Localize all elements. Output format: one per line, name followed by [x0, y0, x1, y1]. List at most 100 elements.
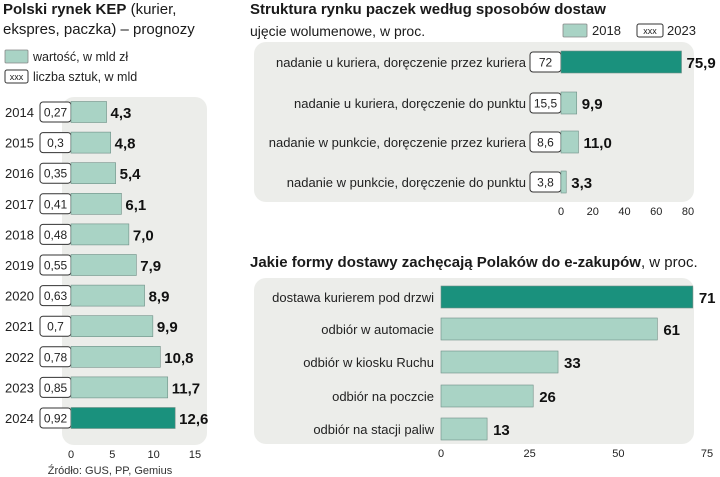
c2-2018-label: 3,8: [537, 176, 554, 190]
c1-count-label: 0,55: [44, 259, 68, 273]
c1-legend-count-label: liczba sztuk, w mld: [33, 70, 137, 84]
c1-value-label: 7,9: [140, 258, 161, 275]
c1-bar: [70, 254, 137, 276]
c2-category-label: nadanie w punkcie, doręczenie do punktu: [287, 175, 526, 190]
c1-count-label: 0,85: [44, 381, 68, 395]
c1-value-label: 11,7: [172, 380, 200, 397]
c1-count-label: 0,7: [47, 320, 64, 334]
c3-x-tick: 0: [438, 448, 444, 460]
c1-count-label: 0,41: [44, 197, 68, 211]
c3-title-rest: , w proc.: [640, 254, 698, 271]
c3-bar: [440, 285, 694, 309]
c1-x-tick: 10: [148, 449, 160, 461]
c1-bar: [70, 315, 154, 338]
c1-legend-value-swatch: [4, 49, 29, 64]
c1-bar: [70, 223, 130, 246]
c1-year-label: 2015: [5, 136, 34, 151]
c3-bar: [440, 417, 488, 441]
c3-bar: [440, 317, 658, 341]
c2-legend-2023-swatch: [636, 23, 664, 38]
c3-title-bold: Jakie formy dostawy zachęcają Polaków do…: [250, 254, 641, 271]
c2-2023-label: 11,0: [583, 135, 611, 152]
c2-bar-2023: [560, 50, 682, 74]
c2-2018-label: 15,5: [534, 97, 558, 111]
c2-category-label: nadanie u kuriera, doręczenie przez kuri…: [276, 55, 527, 70]
c3-category-label: odbiór w kiosku Ruchu: [303, 355, 434, 370]
c1-legend-count-sample: xxx: [10, 72, 24, 82]
c1-legend-value-label: wartość, w mld zł: [32, 50, 128, 64]
c3-bar: [440, 384, 534, 408]
c1-title-bold: Polski rynek KEP: [3, 1, 127, 18]
c3-category-label: odbiór w automacie: [321, 322, 434, 337]
c1-value-label: 5,4: [120, 166, 142, 183]
c2-plot-panel: [254, 42, 694, 202]
c3-value-label: 26: [539, 389, 556, 406]
c1-count-label: 0,92: [44, 412, 68, 426]
c3-title: Jakie formy dostawy zachęcają Polaków do…: [250, 253, 698, 273]
c2-bar-2023: [560, 130, 579, 154]
c3-bar: [440, 350, 559, 374]
c1-year-label: 2021: [5, 319, 34, 334]
c1-x-tick: 15: [189, 449, 201, 461]
c1-title-line2: ekspres, paczka) – prognozy: [3, 21, 195, 38]
c1-count-label: 0,78: [44, 350, 68, 364]
c1-value-label: 6,1: [125, 197, 146, 214]
c2-legend-2018-swatch: [562, 23, 588, 38]
c1-bar: [70, 376, 169, 399]
c1-title-rest: (kurier,: [126, 1, 177, 18]
c1-legend-count-swatch: [4, 69, 29, 84]
c3-x-tick: 25: [524, 448, 536, 460]
c1-year-label: 2014: [5, 105, 34, 120]
c2-bar-2023: [560, 91, 578, 115]
c1-source: Źródło: GUS, PP, Gemius: [48, 464, 173, 477]
c1-value-label: 12,6: [179, 411, 208, 428]
c2-2018-label: 72: [539, 56, 553, 70]
c1-count-label: 0,35: [44, 167, 68, 181]
c1-x-tick: 0: [68, 449, 74, 461]
c2-x-tick: 40: [618, 206, 630, 218]
c3-x-tick: 50: [612, 448, 624, 460]
c2-2023-label: 9,9: [582, 96, 603, 113]
c1-title: Polski rynek KEP (kurier,: [3, 0, 176, 20]
c2-2018-label: 8,6: [537, 136, 554, 150]
c1-count-label: 0,27: [44, 106, 68, 120]
c2-legend-2018-label: 2018: [592, 23, 621, 38]
c1-value-label: 9,9: [157, 319, 178, 336]
c1-x-tick: 5: [109, 449, 115, 461]
c2-category-label: nadanie w punkcie, doręczenie przez kuri…: [269, 135, 527, 150]
c1-year-label: 2016: [5, 166, 34, 181]
c1-year-label: 2024: [5, 411, 34, 426]
c2-title: Struktura rynku paczek według sposobów d…: [250, 1, 606, 18]
c1-value-label: 8,9: [149, 289, 170, 306]
c2-x-tick: 80: [682, 206, 694, 218]
c3-value-label: 71: [699, 290, 716, 307]
c1-year-label: 2023: [5, 380, 34, 395]
c1-bar: [70, 407, 176, 429]
c3-category-label: dostawa kurierem pod drzwi: [272, 290, 434, 305]
c2-2023-label: 3,3: [571, 175, 592, 192]
c2-legend-2023-sample: xxx: [643, 26, 657, 36]
c1-year-label: 2018: [5, 227, 34, 242]
c2-x-tick: 0: [558, 206, 564, 218]
c2-category-label: nadanie u kuriera, doręczenie do punktu: [294, 96, 526, 111]
c1-count-label: 0,48: [44, 228, 68, 242]
c1-bar: [70, 101, 107, 123]
c2-2023-label: 75,9: [686, 55, 715, 72]
c1-value-label: 10,8: [164, 350, 193, 367]
c1-value-label: 7,0: [133, 227, 154, 244]
c1-year-label: 2017: [5, 197, 34, 212]
c1-value-label: 4,8: [115, 136, 136, 153]
c2-x-tick: 60: [650, 206, 662, 218]
c1-count-label: 0,63: [44, 289, 68, 303]
c1-bar: [70, 345, 161, 368]
c3-value-label: 33: [564, 355, 581, 372]
c2-x-tick: 20: [587, 206, 599, 218]
c1-year-label: 2020: [5, 289, 34, 304]
c1-year-label: 2019: [5, 258, 34, 273]
c1-bar: [70, 193, 122, 215]
c3-value-label: 61: [663, 322, 680, 339]
c2-subtitle: ujęcie wolumenowe, w proc.: [250, 23, 426, 39]
c2-bar-2023: [560, 170, 567, 194]
